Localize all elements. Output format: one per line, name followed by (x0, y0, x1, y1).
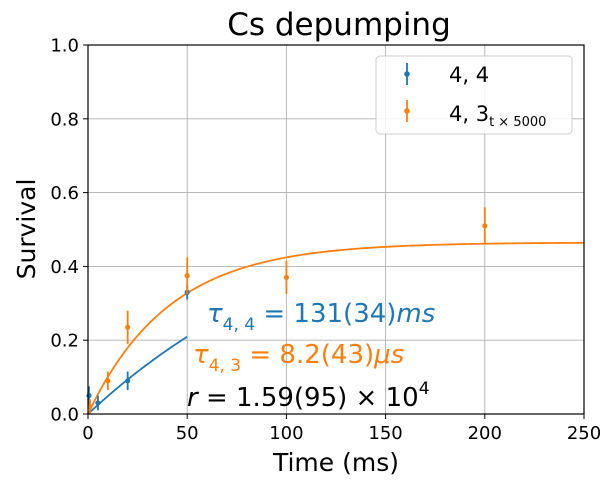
y-tick-label: 0.6 (50, 183, 79, 204)
marker (87, 404, 93, 410)
y-tick-label: 1.0 (50, 36, 79, 57)
x-tick-label: 100 (269, 423, 303, 444)
data-point-series-2 (125, 310, 131, 344)
marker (283, 274, 289, 281)
data-point-series-2 (482, 207, 488, 245)
y-ticks: 0.0 0.2 0.4 0.6 0.8 1.0 (50, 36, 88, 426)
marker (482, 223, 488, 229)
plot-frame (87, 44, 585, 415)
y-tick-label: 0.2 (50, 331, 79, 352)
y-axis-label: Survival (12, 179, 41, 280)
marker (95, 400, 101, 406)
fit-curve-series-2 (87, 241, 585, 415)
legend-box (375, 55, 573, 135)
x-tick-label: 0 (82, 423, 93, 444)
marker (125, 378, 131, 384)
y-tick-label: 0.0 (50, 405, 79, 426)
y-tick-label: 0.8 (50, 109, 79, 130)
legend: 4, 4 4, 3t × 5000 (375, 55, 573, 135)
annotation-ratio: r = 1.59(95) × 104 (187, 379, 430, 413)
x-tick-label: 200 (468, 423, 502, 444)
y-tick-label: 0.4 (50, 257, 79, 278)
data-point-series-2 (105, 371, 111, 391)
data-point-series-2 (283, 260, 289, 295)
marker (184, 273, 190, 279)
marker (86, 392, 92, 399)
fit-curves (87, 241, 585, 415)
fit-curve-series-1 (87, 335, 188, 415)
legend-label-series-2-subscript: t × 5000 (489, 115, 546, 130)
data-point-series-1 (125, 371, 131, 391)
x-ticks: 0 50 100 150 200 250 (82, 414, 601, 444)
x-axis-label: Time (ms) (272, 448, 399, 477)
legend-marker-series-1 (404, 63, 410, 85)
legend-label-series-2: 4, 3t × 5000 (449, 102, 546, 130)
x-tick-label: 250 (567, 423, 601, 444)
annotation-tau-44: τ4, 4 = 131(34)ms (207, 299, 435, 335)
data-point-series-2 (184, 257, 190, 295)
marker (105, 378, 111, 384)
legend-marker-series-2 (404, 100, 410, 122)
legend-label-series-1: 4, 4 (449, 63, 489, 87)
data-points (86, 207, 488, 414)
marker (125, 324, 131, 330)
data-point-series-1 (95, 395, 101, 411)
annotation-tau-43: τ4, 3 = 8.2(43)μs (193, 340, 404, 376)
x-tick-label: 150 (368, 423, 402, 444)
x-tick-label: 50 (176, 423, 199, 444)
chart-title: Cs depumping (227, 7, 451, 43)
data-point-series-2 (87, 399, 93, 414)
